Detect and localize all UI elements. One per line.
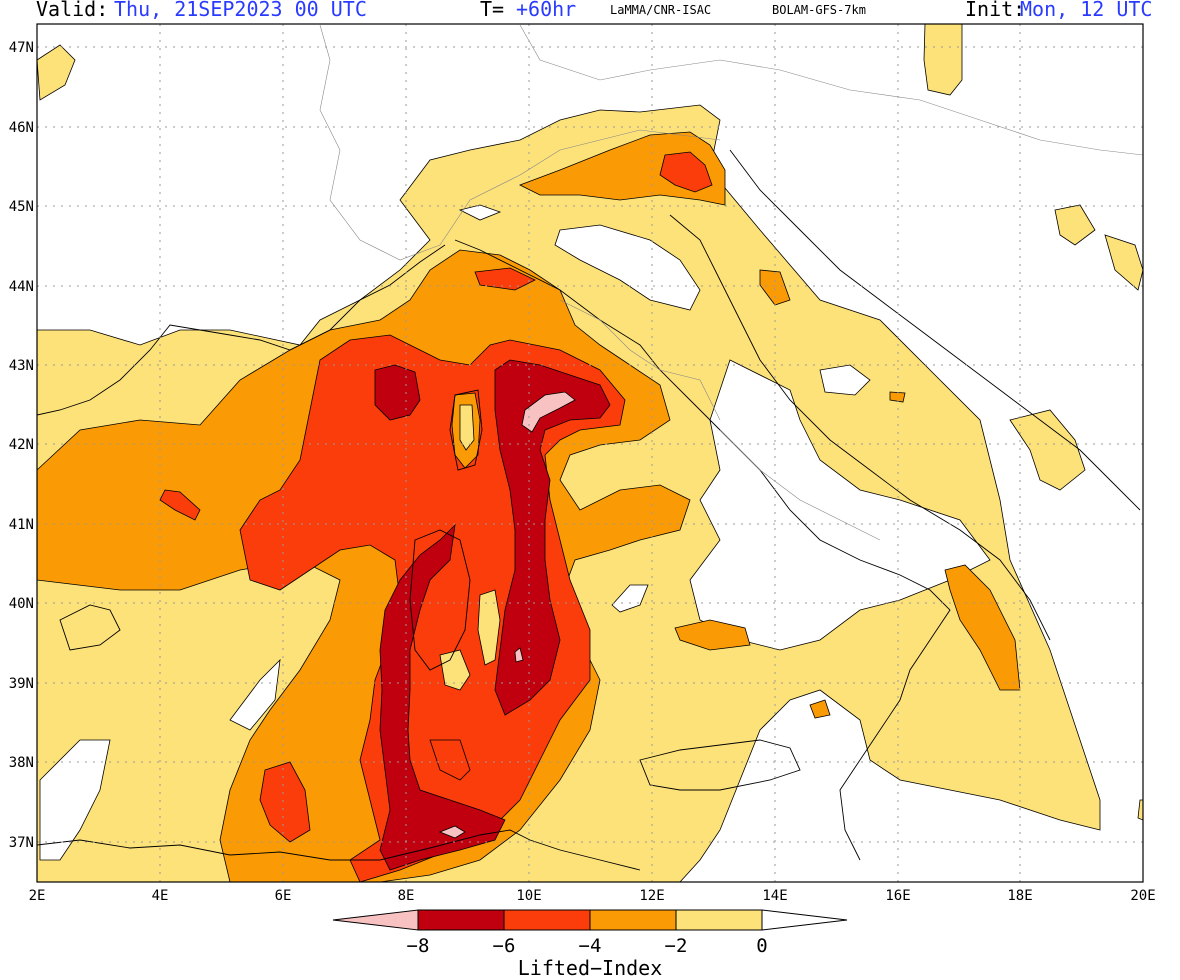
contour-fill (429, 739, 471, 781)
lon-tick: 8E (398, 888, 415, 904)
lat-tick: 37N (9, 835, 34, 851)
contour-fill (809, 699, 831, 719)
contour-fill (519, 131, 726, 206)
forecast-step-value: +60hr (516, 0, 577, 21)
contour-fill (674, 619, 751, 651)
lon-tick: 14E (762, 888, 787, 904)
model-label: BOLAM-GFS-7km (772, 3, 866, 17)
contour-fill (477, 589, 501, 666)
lat-tick: 43N (9, 358, 34, 374)
coastline-corsica (449, 389, 483, 471)
colorbar-label: −4 (579, 935, 602, 957)
coastline-sicily (639, 739, 801, 791)
contour-fill (459, 404, 475, 451)
contour-fill (494, 359, 611, 716)
colorbar-segment-lt-8 (332, 909, 419, 931)
borders (319, 24, 1143, 541)
colorbar-segment-8-6 (417, 909, 505, 931)
lat-tick: 42N (9, 437, 34, 453)
coastline-africa (37, 829, 641, 871)
coastline-adriatic-east (729, 149, 1141, 511)
colorbar-segment-6-4 (503, 909, 591, 931)
colorbar-label: 0 (756, 935, 767, 957)
lat-axis: 47N 46N 45N 44N 43N 42N 41N 40N 39N 38N … (9, 40, 34, 851)
border-line (519, 24, 1143, 156)
lon-tick: 10E (516, 888, 541, 904)
contour-fill (889, 391, 906, 403)
colorbar-segment-gt-0 (761, 909, 848, 931)
contour-fill (374, 364, 421, 421)
init-time: Mon, 12 UTC (1020, 0, 1153, 21)
lon-axis: 2E 4E 6E 8E 10E 12E 14E 16E 18E 20E (29, 888, 1156, 904)
contour-fill (659, 151, 713, 193)
coastlines (37, 149, 1141, 871)
contour-fill (554, 224, 701, 311)
colorbar-segment-2-0 (675, 909, 763, 931)
contour-fill (1009, 409, 1086, 491)
lon-tick: 4E (152, 888, 169, 904)
colorbar-segment-4-2 (589, 909, 677, 931)
lat-tick: 46N (9, 120, 34, 136)
lat-tick: 44N (9, 279, 34, 295)
lat-tick: 39N (9, 676, 34, 692)
contour-fill (39, 739, 111, 861)
map-frame (36, 23, 1144, 883)
map-header: Valid: Thu, 21SEP2023 00 UTC T= +60hr La… (0, 0, 1180, 24)
contour-fill (37, 44, 76, 101)
lon-tick: 12E (639, 888, 664, 904)
contour-fill (944, 564, 1021, 691)
init-label: Init: (965, 0, 1026, 21)
lat-tick: 40N (9, 596, 34, 612)
colorbar-title: Lifted−Index (518, 956, 663, 980)
contour-fill (1054, 204, 1096, 246)
contour-fill (259, 761, 311, 843)
contour-fill (923, 24, 963, 96)
coastline-spain-france (37, 244, 446, 416)
lon-tick: 16E (885, 888, 910, 904)
contour-fill (689, 359, 991, 651)
coastline-italy (454, 239, 951, 861)
contour-fill (521, 391, 576, 433)
valid-label: Valid: (36, 0, 109, 21)
coastline-italy-east (669, 214, 1051, 641)
border-line (559, 299, 721, 421)
lat-tick: 47N (9, 40, 34, 56)
forecast-step-label: T= (480, 0, 505, 21)
contour-fill (439, 649, 471, 691)
lat-tick: 38N (9, 755, 34, 771)
contour-fill (438, 825, 466, 839)
contour-fill (474, 267, 536, 291)
lon-tick: 18E (1007, 888, 1032, 904)
lat-tick: 41N (9, 517, 34, 533)
contour-fill (159, 489, 201, 521)
contour-fill (759, 269, 791, 306)
colorbar-label: −2 (665, 935, 688, 957)
lon-tick: 2E (29, 888, 46, 904)
contour-fill (458, 204, 502, 221)
lon-tick: 20E (1130, 888, 1155, 904)
coastline-balearics (59, 604, 121, 651)
contour-fill (514, 647, 524, 663)
colorbar-label: −8 (407, 935, 430, 957)
lifted-index-map: 47N 46N 45N 44N 43N 42N 41N 40N 39N 38N … (9, 23, 1156, 904)
contour-fill (1104, 234, 1143, 291)
grid-lines (37, 24, 1143, 882)
contour-fill (229, 658, 281, 731)
source-label: LaMMA/CNR-ISAC (610, 3, 712, 17)
contour-fill (1137, 799, 1143, 821)
border-line (439, 129, 721, 246)
valid-time: Thu, 21SEP2023 00 UTC (114, 0, 367, 21)
lon-tick: 6E (275, 888, 292, 904)
border-line (319, 24, 441, 261)
contour-fill (611, 584, 649, 613)
contour-fill (819, 364, 871, 396)
border-line (719, 429, 881, 541)
lat-tick: 45N (9, 199, 34, 215)
contour-fill-layer (37, 24, 1143, 882)
coastline-sardinia (409, 529, 471, 671)
colorbar-label: −6 (493, 935, 516, 957)
